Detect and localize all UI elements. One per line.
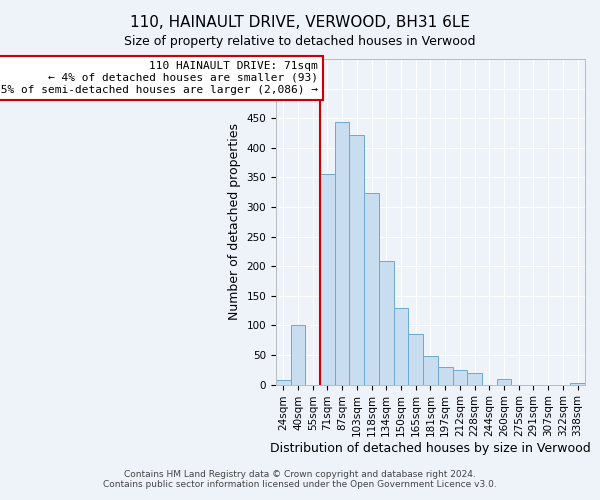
Y-axis label: Number of detached properties: Number of detached properties (228, 124, 241, 320)
Bar (320, 174, 335, 384)
Bar (276, 380, 290, 384)
Bar (409, 334, 423, 384)
Bar (467, 373, 482, 384)
Bar (290, 325, 305, 384)
Bar (335, 122, 349, 384)
Bar (570, 383, 585, 384)
Bar (364, 194, 379, 384)
Bar (379, 261, 394, 384)
Bar (497, 378, 511, 384)
Text: Size of property relative to detached houses in Verwood: Size of property relative to detached ho… (124, 35, 476, 48)
Text: Contains HM Land Registry data © Crown copyright and database right 2024.
Contai: Contains HM Land Registry data © Crown c… (103, 470, 497, 489)
Text: 110, HAINAULT DRIVE, VERWOOD, BH31 6LE: 110, HAINAULT DRIVE, VERWOOD, BH31 6LE (130, 15, 470, 30)
Bar (438, 368, 452, 384)
Bar (349, 135, 364, 384)
Bar (423, 356, 438, 384)
X-axis label: Distribution of detached houses by size in Verwood: Distribution of detached houses by size … (270, 442, 591, 455)
Bar (452, 370, 467, 384)
Text: 110 HAINAULT DRIVE: 71sqm
← 4% of detached houses are smaller (93)
95% of semi-d: 110 HAINAULT DRIVE: 71sqm ← 4% of detach… (0, 62, 318, 94)
Bar (394, 308, 409, 384)
